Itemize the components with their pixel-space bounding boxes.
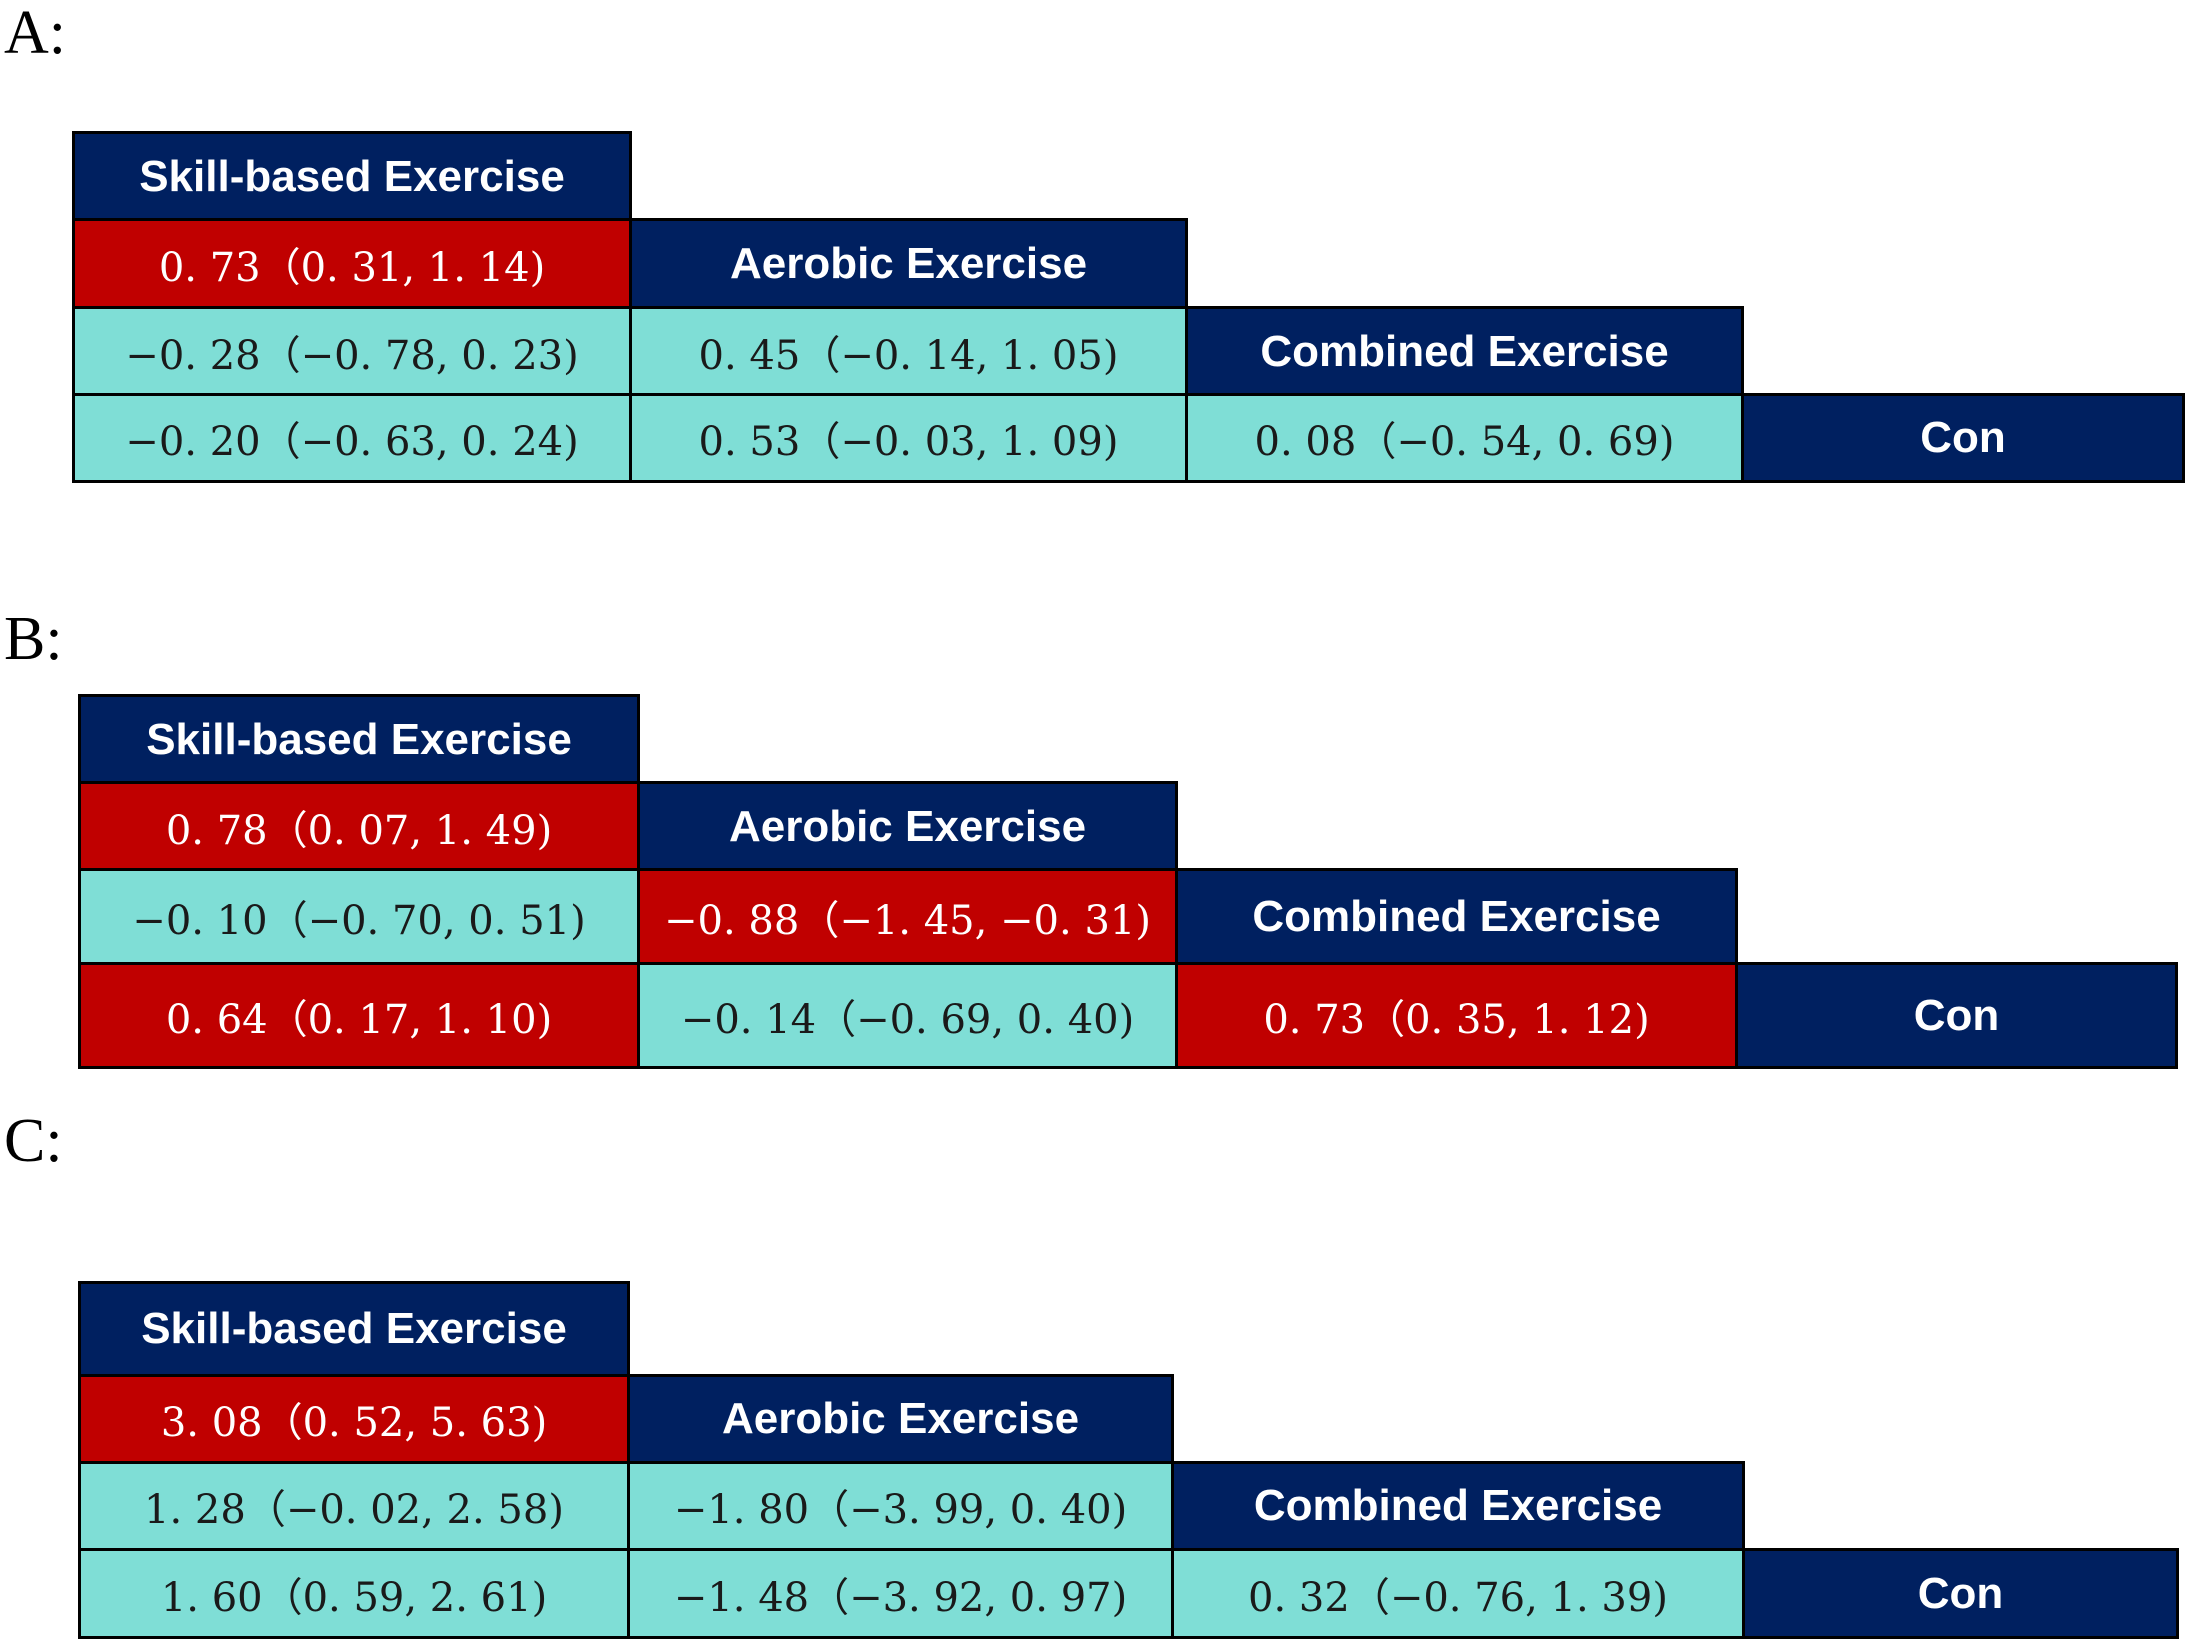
treatment-header: Aerobic Exercise	[627, 1374, 1174, 1464]
comparison-cell: −0. 10（−0. 70, 0. 51)	[78, 868, 640, 965]
comparison-cell: 3. 08（0. 52, 5. 63)	[78, 1374, 630, 1464]
treatment-header: Con	[1735, 962, 2178, 1069]
comparison-cell: 0. 73（0. 35, 1. 12)	[1175, 962, 1738, 1069]
treatment-header: Aerobic Exercise	[629, 218, 1188, 309]
comparison-cell: 0. 64（0. 17, 1. 10)	[78, 962, 640, 1069]
comparison-cell: 0. 45（−0. 14, 1. 05)	[629, 306, 1188, 397]
comparison-cell: 1. 28（−0. 02, 2. 58)	[78, 1461, 630, 1551]
treatment-header: Combined Exercise	[1171, 1461, 1745, 1551]
treatment-header: Con	[1742, 1548, 2179, 1639]
panel-label-b: B:	[4, 605, 63, 673]
treatment-header: Skill-based Exercise	[78, 694, 640, 785]
comparison-cell: −1. 48（−3. 92, 0. 97)	[627, 1548, 1174, 1639]
comparison-cell: −0. 14（−0. 69, 0. 40)	[637, 962, 1178, 1069]
panel-label-a: A:	[4, 0, 66, 67]
comparison-cell: 0. 78（0. 07, 1. 49)	[78, 781, 640, 872]
comparison-cell: 0. 53（−0. 03, 1. 09)	[629, 393, 1188, 483]
treatment-header: Combined Exercise	[1175, 868, 1738, 965]
comparison-cell: 0. 73（0. 31, 1. 14)	[72, 218, 632, 309]
panel-label-c: C:	[4, 1107, 63, 1175]
comparison-cell: 0. 32（−0. 76, 1. 39)	[1171, 1548, 1745, 1639]
treatment-header: Skill-based Exercise	[72, 131, 632, 222]
treatment-header: Aerobic Exercise	[637, 781, 1178, 872]
comparison-cell: −1. 80（−3. 99, 0. 40)	[627, 1461, 1174, 1551]
comparison-cell: −0. 28（−0. 78, 0. 23)	[72, 306, 632, 397]
treatment-header: Skill-based Exercise	[78, 1281, 630, 1377]
treatment-header: Con	[1741, 393, 2185, 483]
comparison-cell: 0. 08（−0. 54, 0. 69)	[1185, 393, 1744, 483]
comparison-cell: −0. 88（−1. 45, −0. 31)	[637, 868, 1178, 965]
comparison-cell: −0. 20（−0. 63, 0. 24)	[72, 393, 632, 483]
treatment-header: Combined Exercise	[1185, 306, 1744, 397]
comparison-cell: 1. 60（0. 59, 2. 61)	[78, 1548, 630, 1639]
